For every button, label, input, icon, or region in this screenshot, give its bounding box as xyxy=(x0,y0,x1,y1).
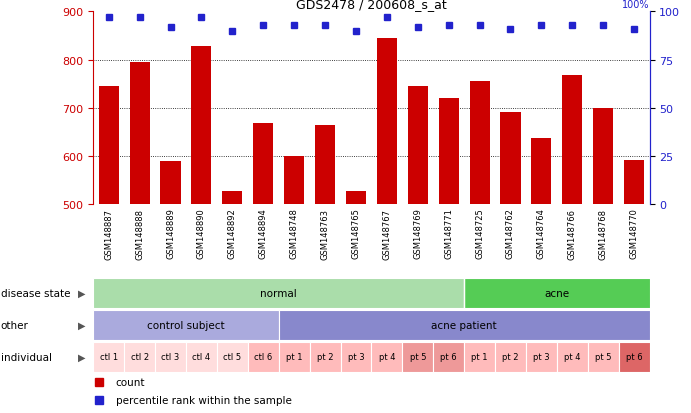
Bar xyxy=(93,278,464,309)
Text: pt 6: pt 6 xyxy=(440,353,457,361)
Text: ctl 5: ctl 5 xyxy=(223,353,241,361)
Text: ▶: ▶ xyxy=(77,288,85,299)
Text: ▶: ▶ xyxy=(77,352,85,362)
Text: pt 5: pt 5 xyxy=(595,353,612,361)
Bar xyxy=(402,342,433,372)
Text: pt 3: pt 3 xyxy=(348,353,364,361)
Bar xyxy=(278,310,650,340)
Text: GSM148764: GSM148764 xyxy=(537,208,546,259)
Bar xyxy=(500,112,520,204)
Bar xyxy=(130,63,150,204)
Text: count: count xyxy=(115,377,145,387)
Bar xyxy=(223,192,243,204)
Bar xyxy=(464,278,650,309)
Bar xyxy=(372,342,402,372)
Text: GSM148767: GSM148767 xyxy=(382,208,391,259)
Bar xyxy=(618,342,650,372)
Text: GSM148770: GSM148770 xyxy=(630,208,638,259)
Text: pt 5: pt 5 xyxy=(410,353,426,361)
Text: GSM148889: GSM148889 xyxy=(166,208,175,259)
Text: pt 3: pt 3 xyxy=(533,353,550,361)
Bar xyxy=(160,161,180,204)
Bar xyxy=(557,342,588,372)
Bar xyxy=(593,109,613,204)
Text: GSM148887: GSM148887 xyxy=(104,208,113,259)
Text: pt 4: pt 4 xyxy=(564,353,580,361)
Text: acne patient: acne patient xyxy=(431,320,497,330)
Bar xyxy=(186,342,217,372)
Text: GSM148765: GSM148765 xyxy=(352,208,361,259)
Bar xyxy=(562,76,583,204)
Text: ctl 6: ctl 6 xyxy=(254,353,272,361)
Bar xyxy=(408,87,428,204)
Text: pt 6: pt 6 xyxy=(626,353,643,361)
Text: ctl 1: ctl 1 xyxy=(100,353,117,361)
Text: GSM148763: GSM148763 xyxy=(321,208,330,259)
Text: normal: normal xyxy=(261,288,297,299)
Bar xyxy=(315,126,335,204)
Text: GSM148762: GSM148762 xyxy=(506,208,515,259)
Text: GSM148888: GSM148888 xyxy=(135,208,144,259)
Text: control subject: control subject xyxy=(147,320,225,330)
Bar xyxy=(278,342,310,372)
Text: ▶: ▶ xyxy=(77,320,85,330)
Text: GSM148890: GSM148890 xyxy=(197,208,206,259)
Bar xyxy=(526,342,557,372)
Text: GSM148892: GSM148892 xyxy=(228,208,237,259)
Text: GSM148768: GSM148768 xyxy=(598,208,607,259)
Text: GSM148894: GSM148894 xyxy=(258,208,267,259)
Text: acne: acne xyxy=(545,288,569,299)
Text: 100%: 100% xyxy=(622,0,650,10)
Bar xyxy=(124,342,155,372)
Bar xyxy=(155,342,186,372)
Bar xyxy=(253,124,274,204)
Text: ctl 4: ctl 4 xyxy=(192,353,211,361)
Bar xyxy=(531,139,551,204)
Text: ctl 2: ctl 2 xyxy=(131,353,149,361)
Bar xyxy=(248,342,278,372)
Text: pt 2: pt 2 xyxy=(316,353,333,361)
Text: ctl 3: ctl 3 xyxy=(162,353,180,361)
Bar xyxy=(99,87,119,204)
Bar xyxy=(341,342,372,372)
Bar xyxy=(588,342,618,372)
Text: pt 2: pt 2 xyxy=(502,353,519,361)
Bar xyxy=(439,99,459,204)
Bar xyxy=(433,342,464,372)
Text: GSM148769: GSM148769 xyxy=(413,208,422,259)
Text: GSM148748: GSM148748 xyxy=(290,208,299,259)
Text: GSM148725: GSM148725 xyxy=(475,208,484,259)
Bar xyxy=(93,310,278,340)
Bar xyxy=(346,192,366,204)
Bar xyxy=(469,82,490,204)
Bar xyxy=(310,342,341,372)
Bar xyxy=(191,47,211,204)
Bar xyxy=(93,342,124,372)
Text: pt 1: pt 1 xyxy=(471,353,488,361)
Text: pt 1: pt 1 xyxy=(286,353,303,361)
Text: disease state: disease state xyxy=(1,288,70,299)
Bar xyxy=(495,342,526,372)
Title: GDS2478 / 200608_s_at: GDS2478 / 200608_s_at xyxy=(296,0,447,11)
Text: pt 4: pt 4 xyxy=(379,353,395,361)
Text: percentile rank within the sample: percentile rank within the sample xyxy=(115,395,292,405)
Text: GSM148771: GSM148771 xyxy=(444,208,453,259)
Bar xyxy=(217,342,248,372)
Text: GSM148766: GSM148766 xyxy=(568,208,577,259)
Text: individual: individual xyxy=(1,352,52,362)
Bar xyxy=(284,157,304,204)
Bar xyxy=(377,39,397,204)
Bar xyxy=(464,342,495,372)
Text: other: other xyxy=(1,320,28,330)
Bar xyxy=(624,160,644,204)
